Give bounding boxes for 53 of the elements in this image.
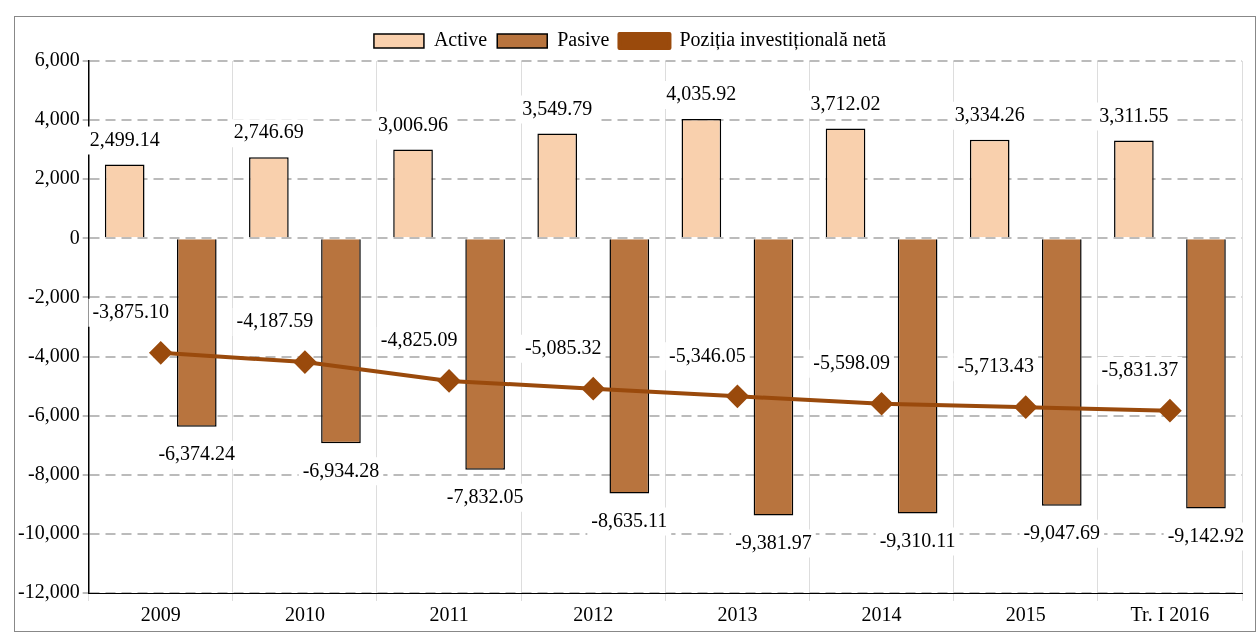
data-label: 4,035.92 xyxy=(666,82,737,105)
data-label: -6,934.28 xyxy=(302,458,380,481)
y-tick-label: -12,000 xyxy=(17,580,80,603)
legend-label: Active xyxy=(433,28,488,51)
data-label: -7,832.05 xyxy=(446,485,524,508)
y-tick-label: -6,000 xyxy=(27,402,80,425)
data-label: -4,825.09 xyxy=(380,328,458,351)
point xyxy=(438,369,461,392)
x-tick-label: 2014 xyxy=(861,603,902,626)
data-label: -5,713.43 xyxy=(957,354,1035,377)
x-tick-label: 2011 xyxy=(429,603,469,626)
point xyxy=(1158,399,1181,422)
data-label: -5,598.09 xyxy=(813,351,890,374)
data-label: -9,381.97 xyxy=(735,530,812,553)
point xyxy=(726,385,749,408)
y-tick-label: -4,000 xyxy=(27,343,80,366)
data-label: -8,635.11 xyxy=(591,508,668,531)
x-tick-label: Tr. I 2016 xyxy=(1130,603,1210,626)
data-label: 3,549.79 xyxy=(522,96,593,119)
data-label: 2,499.14 xyxy=(89,127,160,150)
y-tick-label: 0 xyxy=(69,225,80,248)
data-label: -9,047.69 xyxy=(1023,520,1101,543)
data-label: -9,310.11 xyxy=(879,528,956,551)
y-tick-label: 4,000 xyxy=(34,107,80,130)
y-tick-label: -10,000 xyxy=(17,521,80,544)
data-label: -3,875.10 xyxy=(92,300,170,323)
point xyxy=(1014,396,1037,419)
data-label: 3,712.02 xyxy=(810,91,881,114)
x-tick-label: 2010 xyxy=(284,603,325,626)
data-label: -5,831.37 xyxy=(1101,357,1179,380)
point xyxy=(870,392,893,415)
x-tick-label: 2012 xyxy=(573,603,614,626)
x-tick-label: 2013 xyxy=(717,603,758,626)
y-tick-label: 6,000 xyxy=(34,48,80,71)
data-label: 3,334.26 xyxy=(954,103,1025,126)
data-label: -9,142.92 xyxy=(1167,523,1245,546)
y-tick-label: -2,000 xyxy=(27,284,80,307)
x-tick-label: 2015 xyxy=(1005,603,1046,626)
data-label: -5,346.05 xyxy=(669,343,746,366)
data-label: 3,006.96 xyxy=(378,112,449,135)
point xyxy=(149,341,172,364)
y-tick-label: 2,000 xyxy=(34,166,80,189)
data-label: -4,187.59 xyxy=(236,309,314,332)
data-label: -5,085.32 xyxy=(524,335,602,358)
y-tick-label: -8,000 xyxy=(27,462,80,485)
data-label: 3,311.55 xyxy=(1099,103,1169,126)
data-label: -6,374.24 xyxy=(158,441,236,464)
x-tick-label: 2009 xyxy=(140,603,181,626)
point xyxy=(293,351,316,374)
legend-label: Poziția investițională netă xyxy=(679,28,887,52)
data-label: 2,746.69 xyxy=(233,120,304,143)
legend-label: Pasive xyxy=(557,28,610,51)
point xyxy=(582,377,605,400)
